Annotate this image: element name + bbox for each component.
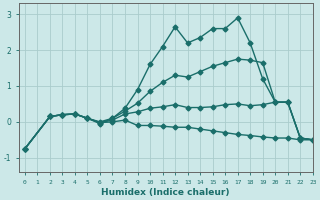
X-axis label: Humidex (Indice chaleur): Humidex (Indice chaleur) — [101, 188, 230, 197]
